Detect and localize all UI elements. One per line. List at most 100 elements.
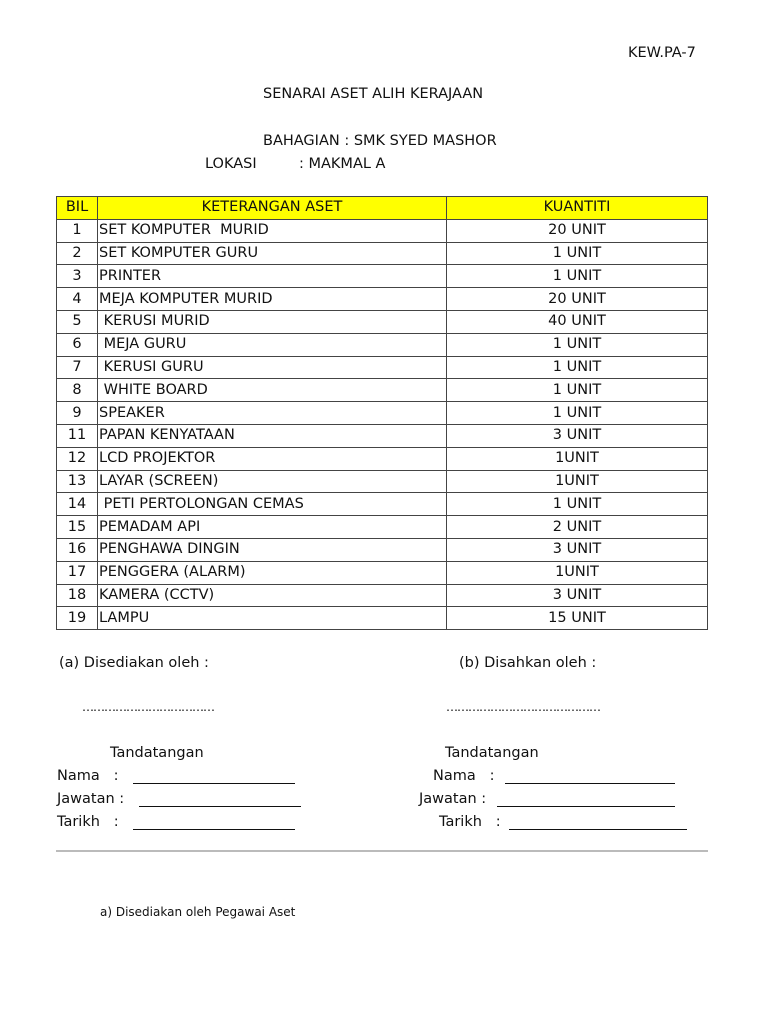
cell-bil: 7 <box>56 355 98 380</box>
cell-keterangan: PENGHAWA DINGIN <box>97 537 447 562</box>
left-nama-label: Nama : <box>57 768 119 784</box>
right-tandatangan: Tandatangan <box>445 745 539 761</box>
cell-bil: 19 <box>56 606 98 631</box>
cell-keterangan: PETI PERTOLONGAN CEMAS <box>97 492 447 517</box>
table-row: 17 PENGGERA (ALARM) 1UNIT <box>56 560 708 585</box>
table-header-row: BIL KETERANGAN ASET KUANTITI <box>56 196 708 220</box>
table-row: 11 PAPAN KENYATAAN 3 UNIT <box>56 423 708 448</box>
cell-kuantiti: 3 UNIT <box>446 537 708 562</box>
lokasi-value: : MAKMAL A <box>299 156 386 172</box>
form-code: KEW.PA-7 <box>628 45 696 61</box>
cell-keterangan: KERUSI GURU <box>97 355 447 380</box>
table-row: 14 PETI PERTOLONGAN CEMAS 1 UNIT <box>56 492 708 517</box>
cell-keterangan: LAMPU <box>97 606 447 631</box>
table-row: 4 MEJA KOMPUTER MURID 20 UNIT <box>56 287 708 311</box>
header-keterangan: KETERANGAN ASET <box>97 196 447 220</box>
cell-kuantiti: 1UNIT <box>446 469 708 494</box>
table-row: 13 LAYAR (SCREEN) 1UNIT <box>56 469 708 494</box>
cell-keterangan: WHITE BOARD <box>97 378 447 403</box>
approved-by-heading: (b) Disahkan oleh : <box>459 655 597 671</box>
cell-bil: 13 <box>56 469 98 494</box>
cell-keterangan: KAMERA (CCTV) <box>97 583 447 608</box>
cell-keterangan: LAYAR (SCREEN) <box>97 469 447 494</box>
bahagian-text: BAHAGIAN : SMK SYED MASHOR <box>263 133 497 149</box>
table-row: 9 SPEAKER 1 UNIT <box>56 401 708 425</box>
right-jawatan-field[interactable] <box>497 806 675 807</box>
table-row: 6 MEJA GURU 1 UNIT <box>56 332 708 357</box>
table-row: 2 SET KOMPUTER GURU 1 UNIT <box>56 241 708 266</box>
cell-kuantiti: 1UNIT <box>446 446 708 471</box>
right-tarikh-label: Tarikh : <box>439 814 501 830</box>
cell-bil: 4 <box>56 287 98 311</box>
cell-bil: 3 <box>56 264 98 289</box>
table-row: 18 KAMERA (CCTV) 3 UNIT <box>56 583 708 608</box>
cell-kuantiti: 1 UNIT <box>446 378 708 403</box>
cell-kuantiti: 1 UNIT <box>446 355 708 380</box>
cell-keterangan: MEJA GURU <box>97 332 447 357</box>
cell-bil: 2 <box>56 241 98 266</box>
cell-bil: 12 <box>56 446 98 471</box>
cell-kuantiti: 2 UNIT <box>446 515 708 539</box>
prepared-by-heading: (a) Disediakan oleh : <box>59 655 209 671</box>
header-kuantiti: KUANTITI <box>446 196 708 220</box>
right-signature-dots: …………………………………… <box>446 700 601 714</box>
cell-keterangan: PEMADAM API <box>97 515 447 539</box>
cell-bil: 11 <box>56 423 98 448</box>
cell-bil: 5 <box>56 309 98 334</box>
cell-keterangan: PENGGERA (ALARM) <box>97 560 447 585</box>
table-row: 19 LAMPU 15 UNIT <box>56 606 708 631</box>
cell-kuantiti: 1 UNIT <box>446 492 708 517</box>
cell-keterangan: SET KOMPUTER GURU <box>97 241 447 266</box>
cell-keterangan: PRINTER <box>97 264 447 289</box>
left-jawatan-label: Jawatan : <box>57 791 125 807</box>
cell-bil: 16 <box>56 537 98 562</box>
cell-keterangan: LCD PROJEKTOR <box>97 446 447 471</box>
cell-bil: 17 <box>56 560 98 585</box>
cell-bil: 14 <box>56 492 98 517</box>
lokasi-label: LOKASI <box>205 156 257 172</box>
cell-keterangan: MEJA KOMPUTER MURID <box>97 287 447 311</box>
document-title: SENARAI ASET ALIH KERAJAAN <box>263 86 484 102</box>
header-bil: BIL <box>56 196 98 220</box>
cell-kuantiti: 1 UNIT <box>446 401 708 425</box>
cell-kuantiti: 3 UNIT <box>446 583 708 608</box>
cell-keterangan: SET KOMPUTER MURID <box>97 218 447 243</box>
cell-kuantiti: 20 UNIT <box>446 218 708 243</box>
cell-keterangan: SPEAKER <box>97 401 447 425</box>
cell-bil: 6 <box>56 332 98 357</box>
cell-bil: 15 <box>56 515 98 539</box>
cell-kuantiti: 3 UNIT <box>446 423 708 448</box>
table-row: 15 PEMADAM API 2 UNIT <box>56 515 708 539</box>
left-tarikh-field[interactable] <box>133 829 295 830</box>
footnote: a) Disediakan oleh Pegawai Aset <box>100 905 296 919</box>
divider <box>56 850 708 852</box>
cell-kuantiti: 1UNIT <box>446 560 708 585</box>
cell-bil: 18 <box>56 583 98 608</box>
cell-keterangan: PAPAN KENYATAAN <box>97 423 447 448</box>
cell-kuantiti: 40 UNIT <box>446 309 708 334</box>
table-row: 5 KERUSI MURID 40 UNIT <box>56 309 708 334</box>
left-tarikh-label: Tarikh : <box>57 814 119 830</box>
table-row: 1 SET KOMPUTER MURID 20 UNIT <box>56 218 708 243</box>
left-jawatan-field[interactable] <box>139 806 301 807</box>
cell-keterangan: KERUSI MURID <box>97 309 447 334</box>
cell-kuantiti: 15 UNIT <box>446 606 708 631</box>
table-row: 3 PRINTER 1 UNIT <box>56 264 708 289</box>
asset-table: BIL KETERANGAN ASET KUANTITI 1 SET KOMPUT… <box>56 196 708 631</box>
left-nama-field[interactable] <box>133 783 295 784</box>
right-nama-field[interactable] <box>505 783 675 784</box>
right-tarikh-field[interactable] <box>509 829 687 830</box>
cell-kuantiti: 1 UNIT <box>446 332 708 357</box>
left-tandatangan: Tandatangan <box>110 745 204 761</box>
cell-kuantiti: 1 UNIT <box>446 264 708 289</box>
right-jawatan-label: Jawatan : <box>419 791 487 807</box>
cell-bil: 9 <box>56 401 98 425</box>
table-row: 16 PENGHAWA DINGIN 3 UNIT <box>56 537 708 562</box>
right-nama-label: Nama : <box>433 768 495 784</box>
cell-bil: 8 <box>56 378 98 403</box>
table-row: 7 KERUSI GURU 1 UNIT <box>56 355 708 380</box>
table-row: 8 WHITE BOARD 1 UNIT <box>56 378 708 403</box>
cell-kuantiti: 1 UNIT <box>446 241 708 266</box>
left-signature-dots: ……………………………… <box>82 700 215 714</box>
cell-kuantiti: 20 UNIT <box>446 287 708 311</box>
